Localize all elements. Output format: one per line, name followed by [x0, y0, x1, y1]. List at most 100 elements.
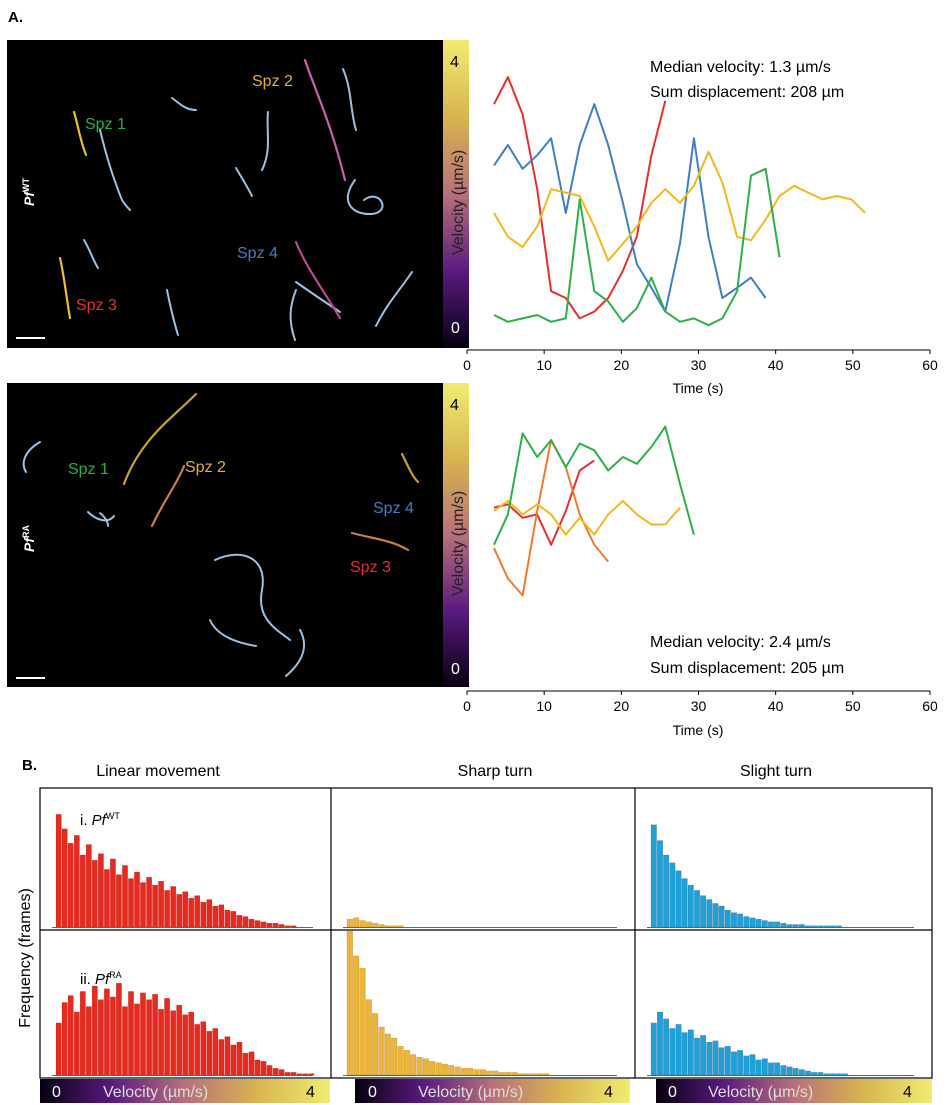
histogram-bar [460, 1068, 467, 1076]
histogram-bar [384, 925, 391, 928]
histogram-bar [230, 911, 237, 928]
histogram-bar [505, 1072, 512, 1076]
x-tick-label: 10 [536, 357, 552, 373]
panel-b: Linear movement Sharp turn Slight turn F… [17, 763, 933, 1103]
histogram-bar [743, 916, 750, 928]
histogram-bar [410, 1054, 417, 1076]
histogram-bar [218, 1039, 225, 1076]
histogram-bar [657, 840, 663, 928]
histogram-bar [353, 917, 360, 928]
histogram-bar [731, 912, 737, 928]
condition-label-ra: PfRA [21, 525, 37, 552]
velocity-bar-title-linear: Velocity (µm/s) [103, 1084, 208, 1101]
histogram-bar [724, 1046, 731, 1076]
histogram-bar [372, 922, 379, 928]
velocity-bar-linear [40, 1079, 330, 1103]
histogram-bar [128, 991, 134, 1076]
histogram-bar [242, 1052, 249, 1076]
histogram-bar [200, 901, 207, 928]
histogram-bar [718, 1047, 725, 1076]
histogram-bar [391, 925, 398, 928]
x-tick-label: 0 [463, 698, 471, 714]
histogram-bar [188, 1011, 195, 1076]
histogram-bar [835, 1073, 842, 1076]
histogram-bar [650, 824, 657, 928]
spz-1-label-ra: Spz 1 [68, 461, 109, 478]
histogram-frame [39, 787, 933, 1079]
histogram-bar [448, 1065, 455, 1076]
histogram-bar [811, 925, 818, 928]
histogram-bar [224, 1036, 231, 1076]
histogram-bar [61, 828, 68, 928]
histogram-bar [454, 1066, 461, 1076]
velocity-bar-min-sharp: 0 [368, 1084, 377, 1101]
histogram-bar [543, 1073, 550, 1076]
histogram-bar [284, 1072, 291, 1076]
histogram-bar [236, 915, 243, 928]
sum-displacement-ra: Sum displacement: 205 µm [650, 660, 844, 677]
histogram-bar [829, 925, 836, 928]
histogram-bar [98, 853, 104, 928]
x-tick-label: 50 [845, 357, 861, 373]
histogram-bar [473, 1069, 480, 1076]
highlighted-tracks-wt [58, 58, 347, 320]
panel-b-label: B. [22, 757, 37, 774]
histogram-bar [110, 996, 116, 1076]
histogram-bar [176, 1004, 183, 1076]
histogram-bar [823, 1073, 830, 1076]
histogram-bar [768, 1062, 774, 1076]
spz-2-label: Spz 2 [252, 73, 293, 90]
histogram-bar [290, 1072, 297, 1076]
x-tick-label: 10 [536, 698, 552, 714]
histogram-bar [158, 1009, 164, 1076]
trace-series-3 [493, 425, 695, 546]
histogram-bar [817, 925, 824, 928]
histogram-bar [681, 878, 688, 928]
x-tick-label: 60 [922, 698, 938, 714]
histogram-bar [823, 925, 830, 928]
column-title-slight: Slight turn [740, 763, 812, 780]
histogram-bar [200, 1021, 207, 1076]
histogram-bar [359, 967, 366, 1076]
column-title-sharp: Sharp turn [458, 763, 533, 780]
histogram-bar [712, 1040, 719, 1076]
histogram-bar [206, 1031, 213, 1076]
histogram-bar [116, 874, 122, 928]
histogram-bar [194, 895, 201, 928]
histogram-bar [694, 1037, 700, 1076]
histogram-bar [687, 1029, 694, 1076]
histogram-bar [786, 1066, 793, 1076]
histogram-bar [260, 1061, 267, 1076]
column-title-linear: Linear movement [96, 763, 220, 780]
histogram-bar [805, 1070, 811, 1076]
histogram-bar [743, 1055, 750, 1076]
histogram-bar [79, 854, 86, 928]
histogram-bar [278, 924, 285, 928]
histogram-bar [798, 924, 805, 928]
spz-2-label-ra: Spz 2 [185, 459, 226, 476]
x-axis-title-ra: Time (s) [673, 722, 724, 738]
histogram-bar [530, 1073, 537, 1076]
histogram-bar [296, 1073, 303, 1076]
histogram-bar [224, 909, 231, 928]
trace-series-2 [493, 150, 866, 262]
spz-4-label-ra: Spz 4 [373, 500, 414, 517]
histogram-bar [492, 1070, 499, 1076]
spz-4-label: Spz 4 [237, 245, 278, 262]
velocity-colorbar-ra [443, 383, 469, 687]
velocity-bar-slight [656, 1079, 932, 1103]
histogram-bar [206, 899, 213, 928]
histogram-bar [498, 1072, 505, 1076]
histogram-bar [272, 1068, 279, 1076]
histogram-bar [687, 884, 694, 928]
histogram-bar [266, 922, 273, 928]
histogram-bar [146, 999, 152, 1076]
histogram-bar [266, 1065, 273, 1076]
row-label-ra: ii. PfRA [80, 970, 122, 988]
histogram-bar [755, 1059, 762, 1076]
histogram-bar [403, 1050, 410, 1076]
histogram-bar [524, 1073, 531, 1076]
histogram-bar [755, 918, 762, 928]
histogram-bar [774, 921, 781, 928]
